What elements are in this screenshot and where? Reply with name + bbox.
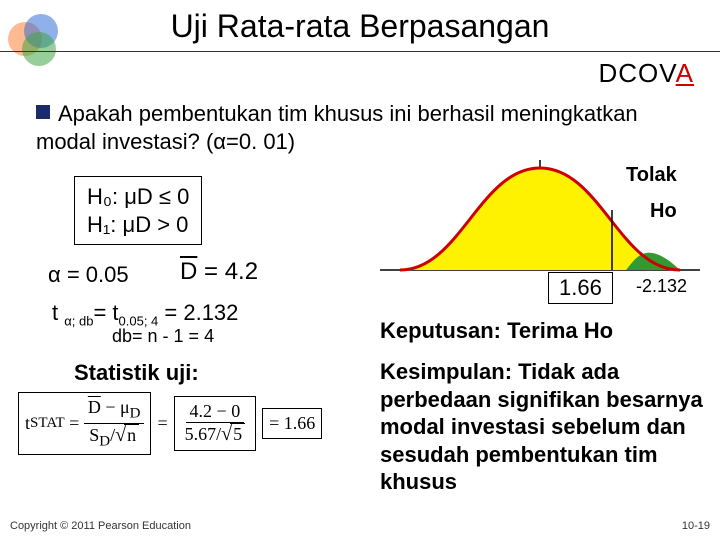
tcrit-p2: = t bbox=[93, 300, 118, 325]
conclusion-label: Kesimpulan: bbox=[380, 359, 512, 384]
critical-value-box: 1.66 bbox=[548, 272, 613, 304]
copyright: Copyright © 2011 Pearson Education bbox=[10, 520, 191, 532]
dcova-prefix: DCOV bbox=[598, 58, 675, 88]
dcova-last: A bbox=[676, 58, 694, 88]
conclusion-block: Kesimpulan: Tidak ada perbedaan signifik… bbox=[380, 358, 708, 496]
dbar-statement: D = 4.2 bbox=[180, 258, 258, 286]
tolak-label: Tolak bbox=[626, 164, 677, 187]
alpha-statement: α = 0.05 bbox=[48, 262, 129, 288]
formula-lhs: tSTAT = D − μD SD/n bbox=[18, 392, 151, 455]
t-separator: -2.132 bbox=[636, 276, 687, 297]
formula-row: tSTAT = D − μD SD/n = 4.2 − 0 5.67/5 = 1… bbox=[18, 392, 322, 455]
h0-line: H₀: μD ≤ 0 bbox=[87, 183, 189, 211]
formula-result-box: = 1.66 bbox=[262, 408, 322, 439]
tcrit-statement: t α; db= t0.05; 4 = 2.132 bbox=[52, 300, 238, 328]
decision-label: Keputusan: bbox=[380, 318, 501, 343]
formula-den2-top: 5.67 bbox=[185, 424, 217, 444]
formula-den2-n: 5 bbox=[230, 423, 245, 445]
bullet-square-icon bbox=[36, 105, 50, 119]
ho-label: Ho bbox=[650, 200, 677, 223]
slide-number: 10-19 bbox=[682, 520, 710, 532]
db-statement: db= n - 1 = 4 bbox=[112, 326, 214, 347]
formula-result: 1.66 bbox=[284, 413, 316, 434]
statistic-label: Statistik uji: bbox=[74, 360, 199, 386]
formula-mid: 4.2 − 0 5.67/5 bbox=[174, 396, 257, 451]
h1-line: H₁: μD > 0 bbox=[87, 211, 189, 239]
decision-line: Keputusan: Terima Ho bbox=[380, 318, 700, 344]
dcova-tag: DCOVA bbox=[598, 58, 694, 89]
formula-lhs-sub: STAT bbox=[30, 415, 65, 432]
question-bullet: Apakah pembentukan tim khusus ini berhas… bbox=[36, 100, 696, 155]
decision-text: Terima Ho bbox=[501, 318, 613, 343]
hypotheses-box: H₀: μD ≤ 0 H₁: μD > 0 bbox=[74, 176, 202, 245]
tcrit-p1: t bbox=[52, 300, 64, 325]
tcrit-p3: = 2.132 bbox=[158, 300, 238, 325]
formula-num2: 4.2 − 0 bbox=[186, 401, 245, 423]
equals-1: = bbox=[157, 413, 167, 434]
page-title: Uji Rata-rata Berpasangan bbox=[0, 8, 720, 52]
question-text: Apakah pembentukan tim khusus ini berhas… bbox=[36, 101, 638, 154]
tcrit-sub1: α; db bbox=[64, 313, 93, 328]
